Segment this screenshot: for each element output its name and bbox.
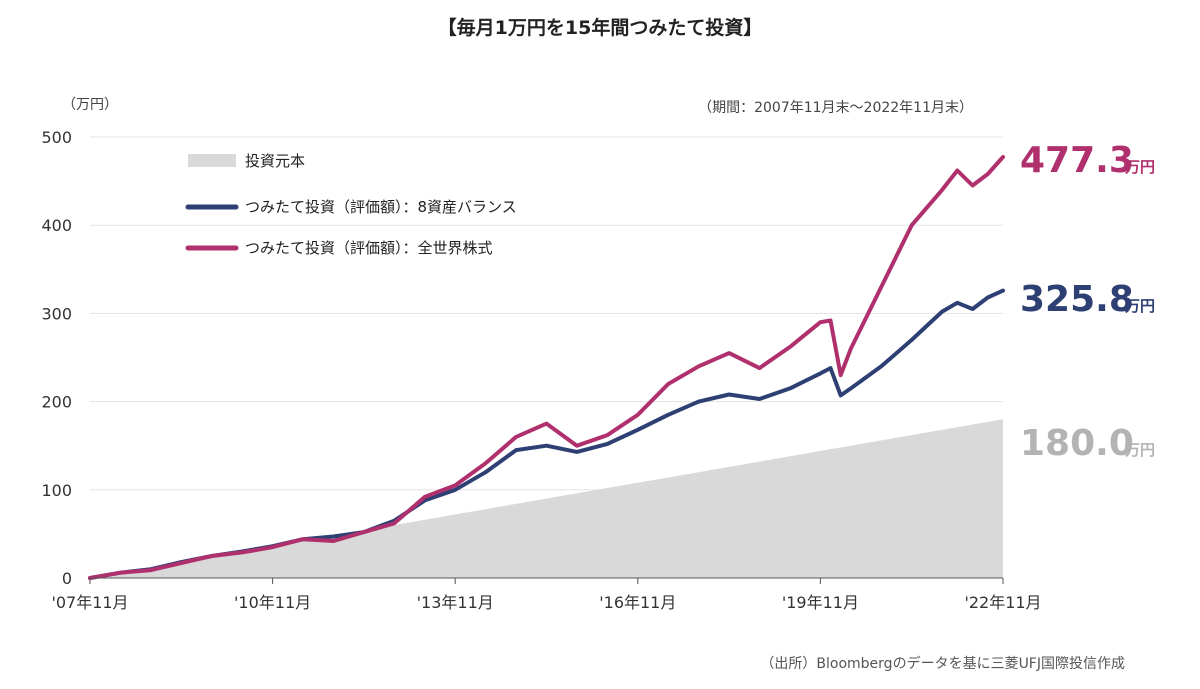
x-tick-label: '10年11月 [234, 593, 311, 612]
x-tick-label: '13年11月 [417, 593, 494, 612]
y-tick-label: 500 [41, 128, 72, 147]
end-value-principal: 180.0 [1020, 423, 1134, 464]
legend: 投資元本 つみたて投資（評価額）：8資産バランス つみたて投資（評価額）：全世界… [185, 152, 517, 257]
end-value-global: 477.3 [1020, 140, 1134, 181]
y-unit-label: （万円） [62, 97, 118, 113]
x-tick-label: '16年11月 [599, 593, 676, 612]
y-tick-label: 400 [41, 216, 72, 235]
line-global [88, 155, 1005, 580]
principal-area [90, 419, 1003, 578]
end-value-balance: 325.8 [1020, 279, 1134, 320]
principal-area-layer [90, 419, 1003, 578]
axis-layer: 0 100 200 300 400 500 '07年11月 '10年11月 '13年11月 '16… [41, 128, 1041, 612]
legend-label-balance: つみたて投資（評価額）：8資産バランス [245, 198, 517, 216]
y-tick-label: 300 [41, 304, 72, 323]
legend-label-principal: 投資元本 [245, 152, 305, 170]
y-tick-label: 200 [41, 393, 72, 412]
legend-swatch-principal [188, 154, 236, 167]
x-tick-label: '19年11月 [782, 593, 859, 612]
source-note: （出所）Bloombergのデータを基に三菱UFJ国際投信作成 [760, 655, 1125, 672]
end-unit-balance: 万円 [1124, 297, 1155, 315]
x-tick-label: '22年11月 [964, 593, 1041, 612]
x-tick-label: '07年11月 [51, 593, 128, 612]
end-label-principal: 180.0 万円 [1020, 423, 1155, 464]
end-label-global: 477.3 万円 [1020, 140, 1155, 181]
chart-title: 【毎月1万円を15年間つみたて投資】 [438, 16, 763, 39]
legend-label-global: つみたて投資（評価額）：全世界株式 [245, 239, 493, 257]
line-layer [88, 155, 1005, 580]
period-note: （期間：2007年11月末〜2022年11月末） [698, 100, 973, 116]
end-unit-global: 万円 [1124, 158, 1155, 176]
y-tick-label: 0 [62, 569, 72, 588]
end-unit-principal: 万円 [1124, 441, 1155, 459]
y-tick-label: 100 [41, 481, 72, 500]
end-label-balance: 325.8 万円 [1020, 279, 1155, 320]
